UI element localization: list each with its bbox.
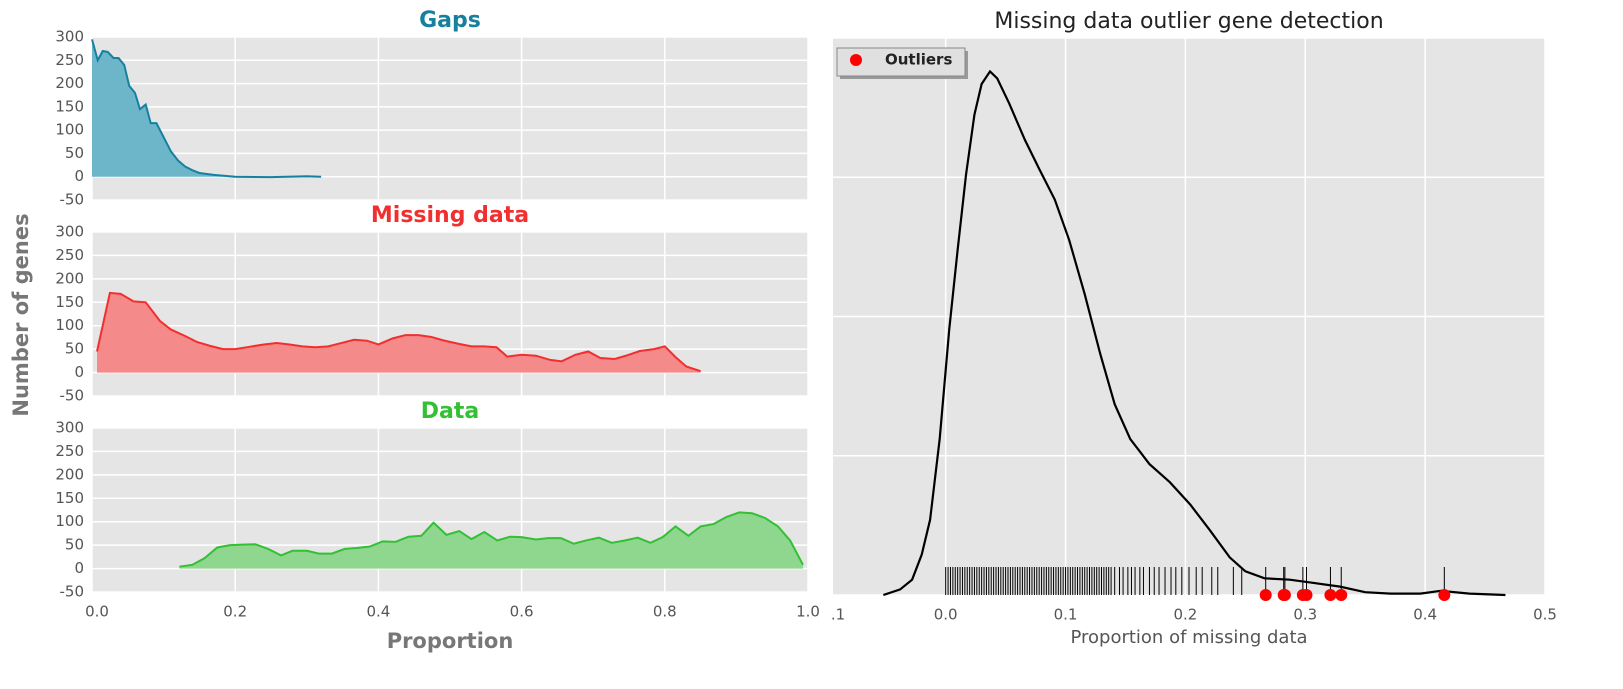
outlier-point (1300, 589, 1313, 601)
y-tick-label: 250 (55, 51, 84, 69)
y-tick-label: -50 (60, 583, 85, 601)
y-tick-label: 300 (55, 28, 84, 46)
y-tick-label: 50 (65, 340, 84, 358)
x-tick-label: 0.3 (1293, 606, 1317, 624)
subplot-title: Missing data (371, 203, 529, 228)
legend-label: Outliers (885, 51, 952, 69)
x-axis-label: Proportion of missing data (1070, 627, 1307, 648)
y-tick-label: 250 (55, 442, 84, 460)
area-line (91, 39, 322, 179)
y-tick-label: 0 (74, 363, 84, 381)
x-tick-label: 0.4 (366, 603, 390, 621)
y-tick-label: 150 (55, 97, 84, 115)
y-tick-label: 100 (55, 316, 84, 334)
x-tick-label: 0.1 (1054, 606, 1078, 624)
x-tick-label: 0.5 (1533, 606, 1557, 624)
x-tick-label: 0.4 (1413, 606, 1437, 624)
y-tick-label: 200 (55, 74, 84, 92)
y-tick-label: -50 (60, 191, 85, 209)
outlier-point (1335, 589, 1348, 601)
area-fill (179, 512, 803, 569)
y-tick-label: 50 (65, 536, 84, 554)
x-tick-label: 0.0 (85, 603, 109, 621)
y-tick-label: 0 (74, 559, 84, 577)
outlier-point (1278, 589, 1291, 601)
outlier-point (1324, 589, 1337, 601)
y-tick-label: 250 (55, 246, 84, 264)
y-tick-label: -50 (60, 387, 85, 405)
y-tick-label: 300 (55, 223, 84, 241)
y-axis-label: Number of genes (9, 213, 33, 416)
y-tick-label: 200 (55, 465, 84, 483)
y-tick-label: 300 (55, 419, 84, 437)
density-line (882, 69, 1506, 597)
y-tick-label: 100 (55, 121, 84, 139)
plot-background (92, 37, 808, 200)
x-tick-label: 1.0 (796, 603, 820, 621)
outlier-point (1259, 589, 1272, 601)
x-axis-label: Proportion (387, 629, 514, 653)
y-tick-label: 150 (55, 293, 84, 311)
area-fill (97, 292, 701, 373)
x-tick-label: 0.6 (510, 603, 534, 621)
y-tick-label: 150 (55, 489, 84, 507)
subplot-title: Gaps (419, 8, 481, 33)
area-line (96, 291, 701, 373)
x-tick-label: 0.0 (934, 606, 958, 624)
x-tick-label: 0.2 (223, 603, 247, 621)
chart-title: Missing data outlier gene detection (994, 9, 1383, 34)
subplot-title: Data (421, 399, 479, 424)
outlier-point (1438, 589, 1451, 601)
x-tick-label: .1 (831, 606, 845, 624)
x-tick-label: 0.8 (653, 603, 677, 621)
area-line (179, 511, 804, 568)
y-tick-label: 50 (65, 144, 84, 162)
x-tick-label: 0.2 (1173, 606, 1197, 624)
legend-marker (850, 54, 862, 66)
y-tick-label: 200 (55, 269, 84, 287)
y-tick-label: 0 (74, 167, 84, 185)
y-tick-label: 100 (55, 512, 84, 530)
area-fill (92, 39, 322, 178)
